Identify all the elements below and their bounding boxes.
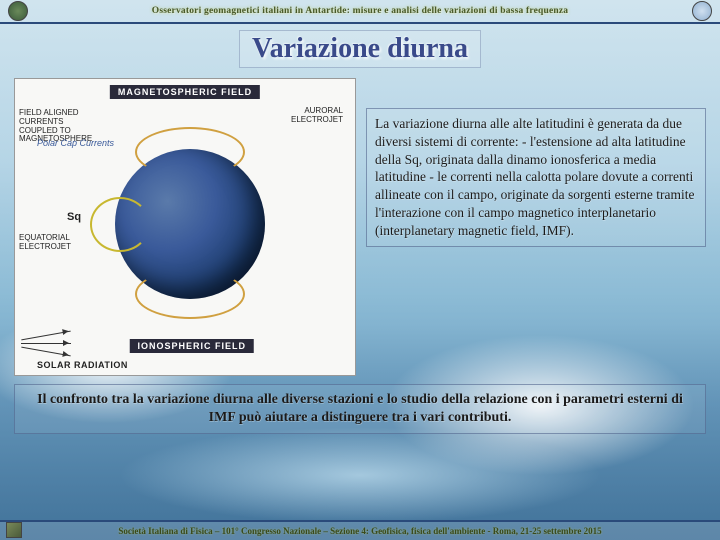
label-equatorial: EQUATORIAL ELECTROJET [19,234,79,252]
content-row: MAGNETOSPHERIC FIELD FIELD ALIGNED CURRE… [0,72,720,382]
institution-logo-icon [692,1,712,21]
slide-title: Variazione diurna [239,30,481,68]
label-solar: SOLAR RADIATION [37,361,128,371]
footer-text: Società Italiana di Fisica – 101° Congre… [118,526,601,536]
footer-bar: Società Italiana di Fisica – 101° Congre… [0,520,720,540]
diagram-title-top: MAGNETOSPHERIC FIELD [110,85,260,99]
label-sq: Sq [67,211,81,223]
field-line-bottom [135,269,245,319]
label-polarcap: Polar Cap Currents [37,139,117,149]
conclusion-box: Il confronto tra la variazione diurna al… [14,384,706,434]
solar-arrows-icon [21,333,111,357]
conclusion-text: Il confronto tra la variazione diurna al… [37,392,683,425]
description-text: La variazione diurna alle alte latitudin… [375,116,695,238]
magnetosphere-diagram: MAGNETOSPHERIC FIELD FIELD ALIGNED CURRE… [14,78,356,376]
diagram-title-bottom: IONOSPHERIC FIELD [130,339,255,353]
header-bar: Osservatori geomagnetici italiani in Ant… [0,0,720,24]
field-line-top [135,127,245,177]
globe-icon [8,1,28,21]
sq-current-loop [90,197,150,252]
description-textbox: La variazione diurna alle alte latitudin… [366,108,706,247]
label-auroral: AURORAL ELECTROJET [273,107,343,125]
footer-logo-icon [6,522,22,538]
header-title: Osservatori geomagnetici italiani in Ant… [28,6,692,16]
